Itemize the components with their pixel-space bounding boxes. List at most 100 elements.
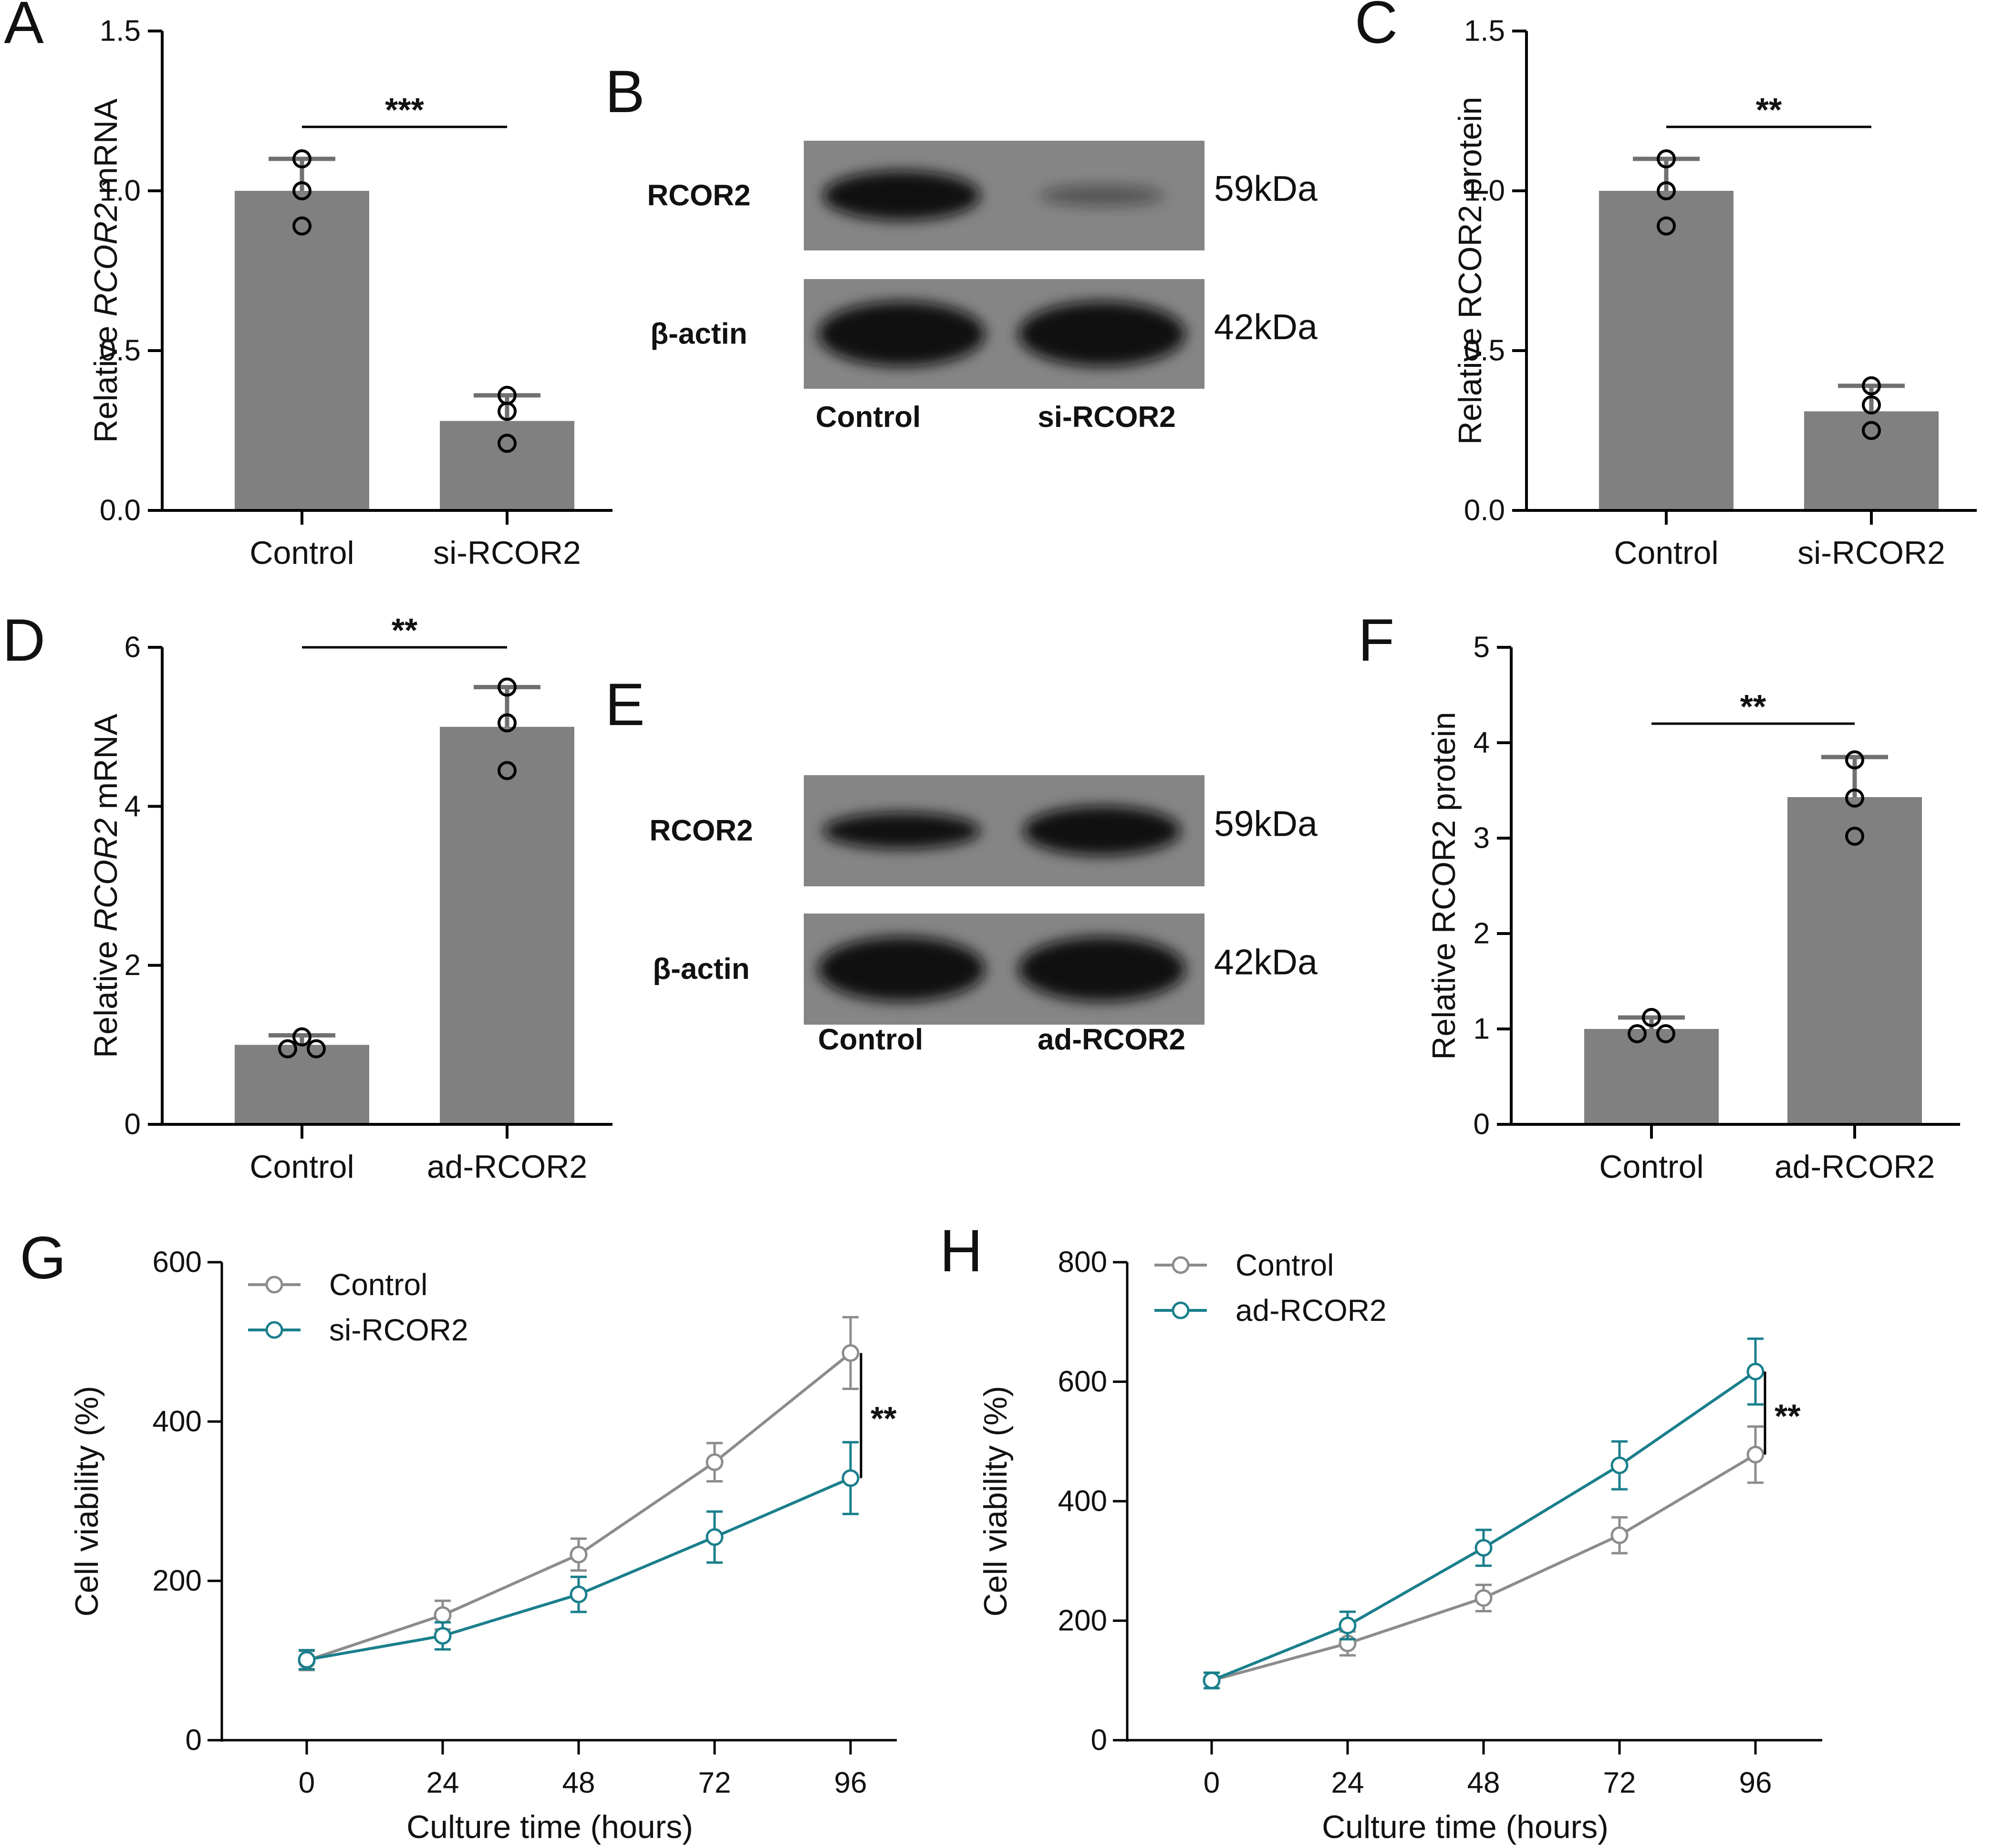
- data-marker: [706, 1453, 724, 1471]
- y-tick-label: 2: [125, 949, 141, 982]
- blot-lane-label: si-RCOR2: [1038, 401, 1175, 434]
- data-point: [498, 713, 517, 733]
- y-tick-label: 200: [1058, 1604, 1107, 1637]
- series-ad-rcor2: ad-RCOR2: [1154, 1293, 1765, 1690]
- data-point: [498, 402, 517, 421]
- blot-lane-label: ad-RCOR2: [1038, 1023, 1185, 1056]
- data-marker: [434, 1627, 452, 1645]
- bar-si-rcor2: [1804, 411, 1939, 510]
- y-tick-label: 400: [153, 1405, 202, 1438]
- blot-size-label: 42kDa: [1214, 942, 1318, 982]
- data-point: [1657, 216, 1676, 236]
- y-axis-label-part: mRNA: [88, 713, 124, 818]
- western-blot-b: RCOR2 59kDa β-actin 42kDa Control si-RCOR2: [647, 141, 1318, 434]
- y-axis-label: Relative RCOR2 mRNA: [88, 98, 124, 443]
- data-point: [307, 1039, 326, 1059]
- y-tick-label: 600: [1058, 1365, 1107, 1398]
- series-line: [306, 1352, 851, 1662]
- data-point: [1845, 827, 1864, 846]
- y-tick-label: 3: [1474, 822, 1490, 855]
- legend-label: ad-RCOR2: [1235, 1293, 1387, 1328]
- data-point: [1862, 376, 1881, 395]
- x-tick-label: Control: [1599, 1149, 1703, 1185]
- significance-label: **: [1775, 1397, 1801, 1434]
- series-line: [1211, 1370, 1756, 1682]
- significance-label: **: [1740, 688, 1766, 725]
- panel-letter-h: H: [940, 1218, 983, 1284]
- bar-chart-a: 0.0 0.5 1.0 1.5 Control si-RCOR2 Relative RCOR…: [88, 15, 613, 571]
- significance-label: **: [871, 1400, 897, 1437]
- blot-row-label: β-actin: [650, 318, 747, 351]
- bar-control: [1584, 1029, 1719, 1124]
- y-axis-label: Cell viability (%): [977, 1386, 1014, 1617]
- x-tick-label: 24: [426, 1766, 459, 1799]
- x-tick-label: 72: [698, 1766, 731, 1799]
- y-axis-label-part: RCOR2: [88, 203, 124, 317]
- y-tick-label: 1.0: [1464, 175, 1505, 208]
- data-point: [1657, 181, 1676, 200]
- bar-control: [235, 1045, 369, 1124]
- data-point: [1657, 149, 1676, 168]
- y-tick-label: 1.5: [100, 15, 141, 48]
- blot-size-label: 42kDa: [1214, 307, 1318, 347]
- blot-band: [823, 171, 980, 220]
- x-axis-label: Culture time (hours): [1322, 1809, 1609, 1845]
- blot-band: [1018, 301, 1185, 366]
- legend-marker: [265, 1276, 283, 1294]
- y-tick-label: 6: [125, 631, 141, 664]
- x-tick-label: 48: [562, 1766, 595, 1799]
- y-tick-label: 4: [125, 790, 141, 823]
- data-point: [292, 149, 311, 168]
- line-chart-h: 0 200 400 600 800 0 24 48 72 96 Culture time (hour…: [977, 1246, 1822, 1845]
- y-tick-label: 0: [1474, 1108, 1490, 1141]
- y-axis-label-part: Relative RCOR2 protein: [1452, 97, 1488, 445]
- data-point: [498, 434, 517, 453]
- y-tick-label: 600: [153, 1246, 202, 1279]
- y-tick-label: 0.5: [100, 334, 141, 367]
- data-marker: [1474, 1539, 1493, 1557]
- y-tick-label: 4: [1474, 727, 1490, 759]
- y-axis-label: Relative RCOR2 mRNA: [88, 713, 124, 1058]
- bar-control: [1599, 191, 1734, 510]
- legend-label: si-RCOR2: [329, 1313, 468, 1347]
- blot-lane-label: Control: [818, 1023, 923, 1056]
- y-tick-label: 0.5: [1464, 334, 1505, 367]
- series-si-rcor2: si-RCOR2: [248, 1313, 860, 1671]
- significance-label: ***: [385, 91, 424, 128]
- bar-ad-rcor2: [440, 727, 574, 1124]
- y-tick-label: 0: [186, 1724, 202, 1757]
- data-marker: [706, 1528, 724, 1546]
- panel-letter-d: D: [2, 607, 45, 674]
- blot-band: [823, 812, 980, 849]
- legend-label: Control: [1235, 1248, 1334, 1282]
- y-tick-label: 1: [1474, 1013, 1490, 1046]
- panel-letter-a: A: [4, 0, 44, 56]
- bar-chart-c: 0.0 0.5 1.0 1.5 Control si-RCOR2 Relative RCOR…: [1452, 15, 1977, 571]
- y-tick-label: 0.0: [100, 494, 141, 527]
- panel-letter-c: C: [1355, 0, 1398, 56]
- y-axis-label: Cell viability (%): [69, 1386, 105, 1617]
- data-point: [1845, 789, 1864, 808]
- data-point: [498, 761, 517, 780]
- x-tick-label: ad-RCOR2: [1775, 1149, 1935, 1185]
- blot-row-label: RCOR2: [649, 814, 753, 847]
- data-marker: [1339, 1617, 1357, 1635]
- data-marker: [570, 1585, 588, 1603]
- y-tick-label: 0.0: [1464, 494, 1505, 527]
- data-marker: [434, 1606, 452, 1624]
- y-axis-label-part: mRNA: [88, 98, 124, 203]
- data-marker: [1474, 1589, 1493, 1607]
- x-tick-label: ad-RCOR2: [427, 1149, 587, 1185]
- y-tick-label: 200: [153, 1565, 202, 1598]
- data-marker: [841, 1469, 860, 1487]
- significance-label: **: [1756, 91, 1782, 128]
- data-point: [1656, 1024, 1675, 1043]
- y-tick-label: 1.5: [1464, 15, 1505, 48]
- blot-band: [818, 301, 985, 366]
- data-marker: [1610, 1526, 1629, 1544]
- bar-ad-rcor2: [1787, 797, 1922, 1124]
- series-control: Control: [248, 1267, 860, 1672]
- data-marker: [841, 1344, 860, 1362]
- x-tick-label: Control: [249, 535, 354, 571]
- data-point: [292, 1027, 311, 1047]
